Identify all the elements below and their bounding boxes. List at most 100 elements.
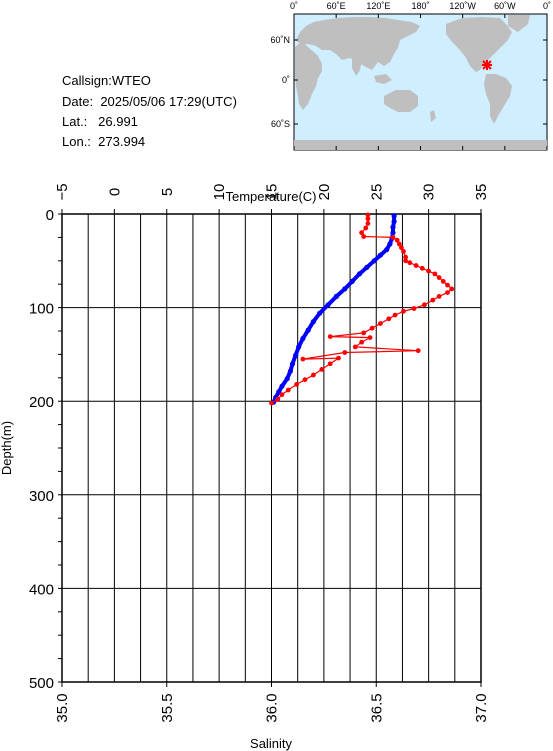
lat-label: Lat.: — [62, 114, 88, 129]
top-tick-label: 25 — [368, 184, 385, 201]
top-tick-label: −5 — [54, 183, 71, 200]
salinity-point — [440, 279, 446, 284]
top-tick-label: 0 — [106, 188, 123, 196]
bottom-axis-label: Salinity — [250, 736, 292, 751]
salinity-point — [269, 400, 274, 406]
salinity-point — [285, 387, 291, 393]
salinity-point — [413, 263, 419, 268]
salinity-point — [401, 308, 406, 314]
temperature-line — [271, 215, 397, 403]
salinity-series — [269, 212, 455, 406]
map-land — [294, 15, 547, 150]
salinity-point — [399, 245, 404, 251]
salinity-point — [415, 348, 421, 354]
temperature-point — [293, 352, 299, 358]
salinity-point — [401, 249, 406, 254]
temperature-point — [289, 361, 296, 367]
y-tick-label: 500 — [29, 675, 54, 692]
salinity-point — [445, 290, 450, 295]
y-tick-label: 200 — [29, 394, 54, 411]
salinity-point — [403, 258, 408, 264]
temperature-point — [300, 335, 306, 342]
salinity-point — [426, 268, 431, 274]
lat-line: Lat.: 26.991 — [62, 114, 138, 130]
salinity-point — [390, 235, 396, 240]
top-tick-labels: −5 0 5 10 15 20 25 30 35 — [54, 183, 490, 200]
temperature-point — [310, 319, 316, 325]
salinity-point — [394, 237, 400, 243]
lon-line: Lon.: 273.994 — [62, 134, 145, 150]
temperature-point — [364, 264, 370, 270]
temperature-point — [371, 258, 377, 264]
y-tick-label: 400 — [29, 581, 54, 598]
lon-label: Lon.: — [62, 134, 91, 149]
salinity-point — [327, 334, 333, 339]
salinity-point — [363, 225, 369, 231]
lon-value: 273.994 — [98, 134, 146, 149]
salinity-point — [300, 356, 306, 362]
temperature-point — [391, 218, 397, 225]
map-lon-label: 0˚ — [290, 1, 298, 11]
salinity-point — [422, 302, 427, 308]
date-label: Date: — [62, 94, 94, 109]
temperature-point — [325, 302, 331, 308]
salinity-point — [436, 294, 442, 299]
plot-frame — [61, 213, 482, 683]
location-map: 0˚ 60˚E 120˚E 180˚ 120˚W 60˚W 0˚ 60˚N 0˚ 60˚S — [270, 1, 551, 151]
salinity-point — [436, 275, 442, 280]
bottom-tick-label: 36.5 — [368, 693, 385, 722]
temperature-point — [377, 252, 383, 258]
map-greenland — [508, 15, 530, 32]
salinity-point — [327, 361, 333, 367]
bottom-tick-label: 35.5 — [159, 693, 176, 722]
salinity-point — [275, 396, 281, 402]
temperature-point — [287, 368, 293, 374]
salinity-point — [396, 241, 402, 247]
map-lon-label: 120˚E — [366, 1, 390, 11]
top-tick-label: 20 — [316, 184, 333, 201]
map-lon-label: 0˚ — [543, 1, 551, 11]
temperature-point — [317, 310, 323, 316]
map-lon-label: 120˚W — [449, 1, 476, 11]
temperature-point — [387, 241, 393, 247]
map-africa — [295, 43, 322, 110]
salinity-point — [352, 344, 358, 350]
temperature-point — [284, 376, 290, 382]
salinity-point — [302, 377, 308, 383]
salinity-point — [430, 297, 436, 303]
salinity-point — [359, 339, 364, 345]
salinity-point — [445, 282, 450, 288]
salinity-point — [419, 265, 425, 271]
y-axis-label: Depth(m) — [0, 421, 14, 475]
salinity-point — [365, 212, 371, 218]
y-tick-label: 300 — [29, 488, 54, 505]
salinity-point — [378, 321, 383, 326]
temperature-point — [390, 230, 396, 236]
map-eurasia — [296, 17, 420, 70]
map-new-zealand — [430, 110, 436, 122]
lat-value: 26.991 — [98, 114, 138, 129]
series-layer — [269, 212, 455, 406]
y-tick-label: 100 — [29, 301, 54, 318]
temperature-point — [391, 213, 397, 219]
top-tick-label: 30 — [421, 184, 438, 201]
map-lon-label: 180˚ — [411, 1, 429, 11]
callsign-line: Callsign:WTEO — [62, 73, 151, 89]
salinity-point — [369, 325, 375, 331]
top-tick-label: 15 — [264, 184, 281, 201]
bottom-tick-labels: 35.0 35.5 36.0 36.5 37.0 — [54, 693, 490, 722]
callsign-value: WTEO — [111, 73, 151, 88]
temperature-point — [305, 327, 311, 333]
map-india — [352, 58, 362, 76]
salinity-point — [342, 350, 348, 355]
temperature-point — [276, 389, 282, 395]
plot-area: −5 0 5 10 15 20 25 30 35 35.0 35.5 36.0 36.5 37.0 01… — [0, 183, 490, 751]
bottom-tick-label: 36.0 — [264, 693, 281, 722]
map-south-america — [484, 74, 512, 124]
y-tick-labels: 0 100 200 300 400 500 — [29, 207, 54, 692]
top-tick-label: 5 — [159, 188, 176, 196]
map-antarctica — [294, 140, 547, 150]
salinity-point — [386, 316, 392, 322]
salinity-point — [365, 221, 371, 226]
salinity-point — [279, 392, 285, 397]
